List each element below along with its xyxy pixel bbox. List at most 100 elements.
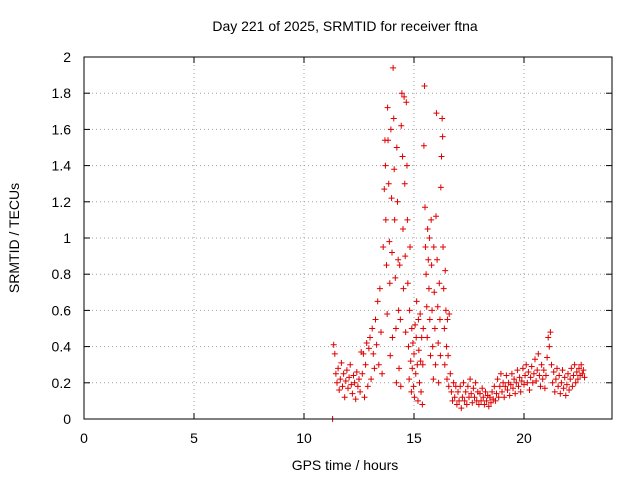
y-tick-label: 0.6 <box>52 302 72 318</box>
data-point <box>390 115 397 122</box>
data-point <box>404 280 411 287</box>
data-point <box>495 394 502 401</box>
x-tick-label: 20 <box>516 430 532 446</box>
data-point <box>442 267 449 274</box>
data-point <box>389 334 396 341</box>
data-point <box>443 343 450 350</box>
data-point <box>340 370 347 377</box>
data-point <box>528 363 535 370</box>
data-point <box>406 376 413 383</box>
data-point <box>371 365 378 372</box>
data-point <box>382 216 389 223</box>
data-point <box>374 298 381 305</box>
data-point <box>519 365 526 372</box>
data-point <box>356 376 362 383</box>
data-point <box>532 356 538 363</box>
data-point <box>400 225 406 232</box>
data-point <box>409 339 416 346</box>
data-point <box>412 370 419 377</box>
data-point <box>424 225 431 232</box>
data-point <box>402 253 409 260</box>
data-point <box>489 388 496 395</box>
data-point <box>551 388 558 395</box>
data-point <box>338 359 345 366</box>
data-point <box>504 387 511 394</box>
y-tick-label: 0 <box>63 411 71 427</box>
data-point <box>512 390 519 397</box>
y-tick-label: 1.6 <box>52 121 72 137</box>
data-point <box>436 316 443 323</box>
data-point <box>440 244 447 251</box>
data-point <box>572 379 579 386</box>
data-point <box>581 374 588 381</box>
data-point <box>347 361 354 368</box>
data-point <box>440 285 447 292</box>
data-point <box>370 350 377 357</box>
data-point <box>539 376 546 383</box>
data-point <box>481 401 488 408</box>
data-point <box>395 307 402 314</box>
data-point <box>419 401 426 408</box>
data-point <box>336 387 343 394</box>
data-point <box>462 388 469 395</box>
data-point <box>419 361 426 368</box>
data-point <box>399 153 406 160</box>
data-point <box>400 285 407 292</box>
data-point <box>576 365 582 372</box>
data-point <box>543 372 549 379</box>
data-point <box>357 388 364 395</box>
data-point <box>394 198 401 205</box>
data-point <box>411 394 418 401</box>
data-point <box>573 368 580 375</box>
data-point <box>346 374 353 381</box>
data-point <box>510 385 516 392</box>
data-point <box>418 334 425 341</box>
data-point <box>403 162 410 169</box>
data-point <box>343 367 350 374</box>
data-point <box>422 204 428 211</box>
data-point <box>554 365 560 372</box>
data-point <box>535 350 542 357</box>
data-points <box>329 64 588 422</box>
data-point <box>444 316 451 323</box>
data-point <box>545 334 552 341</box>
data-point <box>445 383 452 390</box>
data-point <box>426 235 433 241</box>
data-point <box>557 390 564 397</box>
data-point <box>387 126 394 133</box>
data-point <box>383 262 390 269</box>
x-axis-title: GPS time / hours <box>292 457 399 473</box>
data-point <box>525 368 532 375</box>
data-point <box>482 388 489 395</box>
data-point <box>530 370 537 377</box>
data-point <box>359 370 366 377</box>
data-point <box>455 388 461 395</box>
data-point <box>570 372 577 379</box>
data-point <box>421 82 428 89</box>
y-tick-labels: 0 0.2 0.4 0.6 0.8 1 1.2 1.4 1.6 1.8 2 <box>52 49 72 427</box>
data-point <box>439 133 446 140</box>
data-point <box>339 383 346 390</box>
data-point <box>411 350 417 357</box>
data-point <box>428 216 435 223</box>
y-tick-label: 0.4 <box>52 339 72 355</box>
data-point <box>501 394 508 401</box>
data-point <box>522 372 529 379</box>
data-point <box>515 383 522 390</box>
data-point <box>331 350 338 357</box>
data-point <box>451 394 458 401</box>
data-point <box>442 307 449 314</box>
data-point <box>544 354 551 361</box>
data-point <box>348 381 355 388</box>
data-point <box>392 325 399 332</box>
x-tick-label: 0 <box>80 430 88 446</box>
data-point <box>491 383 498 390</box>
data-point <box>518 377 525 384</box>
data-point <box>529 379 536 386</box>
data-point <box>567 376 574 383</box>
data-point <box>563 381 570 388</box>
data-point <box>500 379 507 386</box>
data-point <box>513 379 520 386</box>
data-point <box>426 316 433 323</box>
data-point <box>450 379 457 386</box>
